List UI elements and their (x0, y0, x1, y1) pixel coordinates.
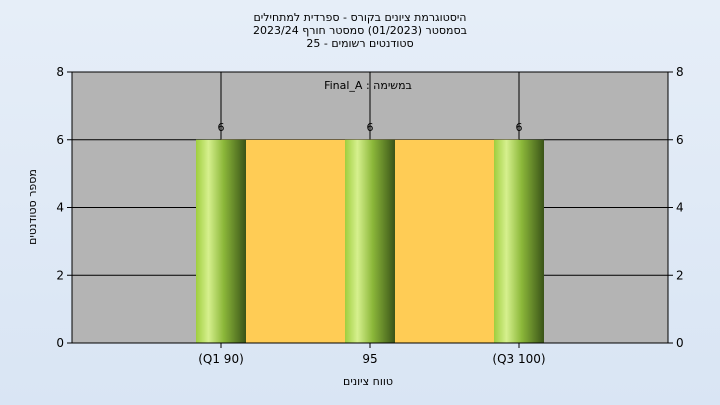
bar-1 (345, 139, 395, 343)
bar-2 (494, 139, 544, 343)
chart-title-line-2: בסמסטר (01/2023) סמסטר חורף 2023/24 (253, 24, 467, 37)
y-tick-label-left: 8 (56, 65, 64, 79)
y-tick-label-right: 2 (676, 268, 684, 282)
x-tick-label: (Q3 100) (492, 352, 545, 366)
x-axis-label: טווח ציונים (343, 375, 393, 388)
y-tick-label-right: 6 (676, 133, 684, 147)
bar-value-label: 6 (516, 121, 523, 134)
y-tick-label-left: 0 (56, 336, 64, 350)
x-tick-label: (Q1 90) (198, 352, 244, 366)
y-tick-label-left: 6 (56, 133, 64, 147)
y-tick-label-right: 4 (676, 201, 684, 215)
x-tick-label: 95 (362, 352, 377, 366)
y-tick-label-right: 0 (676, 336, 684, 350)
bar-value-label: 6 (218, 121, 225, 134)
y-axis-label: מספר סטודנטים (26, 169, 39, 245)
legend-label: Final_A : במשימה (324, 79, 412, 92)
bar-value-label: 6 (367, 121, 374, 134)
chart-title-line-3: סטודנטים רשומים - 25 (306, 37, 414, 50)
y-tick-label-left: 4 (56, 201, 64, 215)
y-tick-label-right: 8 (676, 65, 684, 79)
bar-0 (196, 139, 246, 343)
y-tick-label-left: 2 (56, 268, 64, 282)
chart-title-line-1: היסטוגרמת ציונים בקורס - ספרדית למתחילים (253, 11, 467, 24)
